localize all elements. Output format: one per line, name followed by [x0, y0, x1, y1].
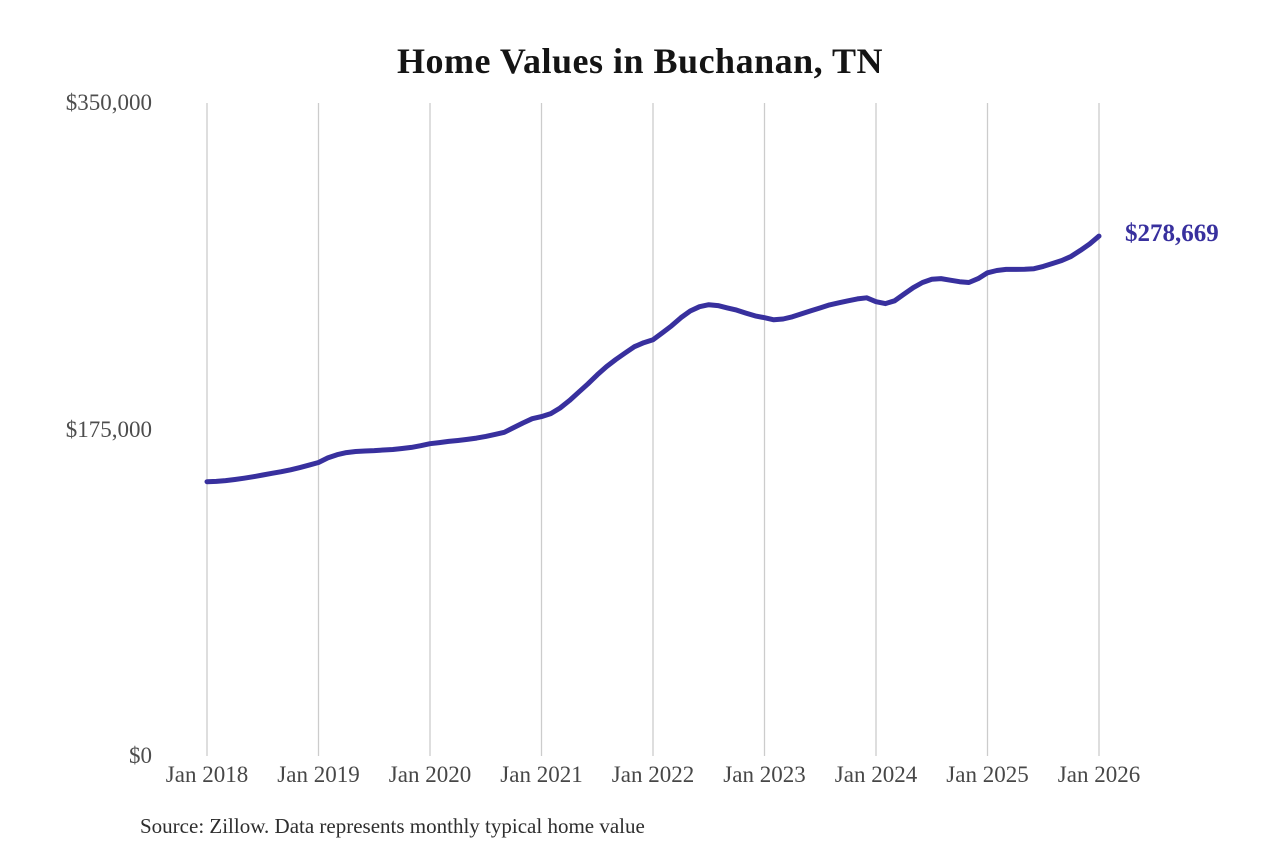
- x-tick-label-jan-2018: Jan 2018: [165, 762, 249, 787]
- y-axis-tick-0: $0: [129, 743, 152, 768]
- x-tick-label-jan-2021: Jan 2021: [500, 762, 583, 787]
- y-axis-tick-175000: $175,000: [65, 417, 152, 442]
- x-tick-label-jan-2022: Jan 2022: [611, 762, 695, 787]
- y-axis-tick-350000: $350,000: [65, 90, 152, 115]
- home-value-line-series: [204, 233, 1102, 485]
- source-note: Source: Zillow. Data represents monthly …: [140, 814, 645, 838]
- x-tick-label-jan-2023: Jan 2023: [723, 762, 806, 787]
- x-tick-label-jan-2020: Jan 2020: [388, 762, 472, 787]
- vertical-gridlines: [206, 103, 1100, 756]
- x-tick-label-jan-2025: Jan 2025: [946, 762, 1029, 787]
- x-tick-label-jan-2026: Jan 2026: [1057, 762, 1141, 787]
- x-tick-label-jan-2019: Jan 2019: [277, 762, 360, 787]
- x-tick-label-jan-2024: Jan 2024: [834, 762, 918, 787]
- latest-value-label: $278,669: [1125, 220, 1219, 248]
- chart-title: Home Values in Buchanan, TN: [397, 41, 883, 81]
